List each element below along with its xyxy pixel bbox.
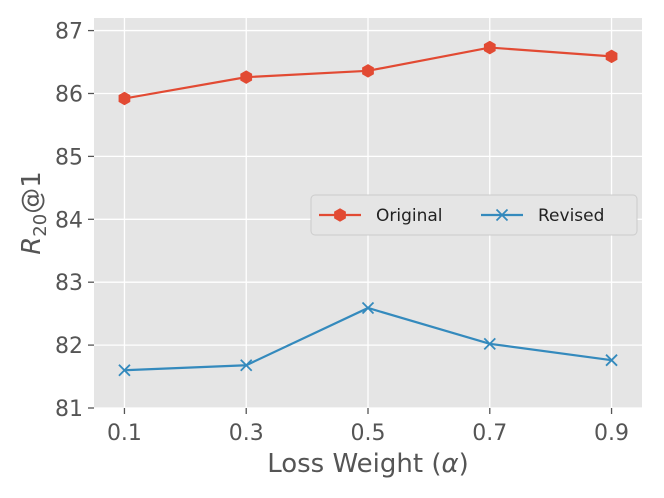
legend-box xyxy=(310,194,638,236)
x-axis-label: Loss Weight (α) xyxy=(267,449,469,479)
legend-label-revised: Revised xyxy=(538,206,604,226)
y-axis-label: R20@1 xyxy=(17,171,51,255)
series-layer xyxy=(118,40,618,377)
axis-ticks: 0.1 0.3 0.5 0.7 0.9 81 82 83 84 85 86 87 xyxy=(55,20,629,446)
y-tick-label: 83 xyxy=(55,271,83,296)
x-axis-label-alpha: α xyxy=(441,449,458,479)
legend-marker-original xyxy=(334,208,346,222)
legend: Original Revised xyxy=(310,194,638,236)
y-axis-label-r: R xyxy=(17,237,47,255)
data-point-original xyxy=(605,49,618,64)
legend-marker-revised xyxy=(495,208,509,222)
data-point-original xyxy=(362,64,374,78)
data-point-revised xyxy=(483,337,496,350)
y-tick-label: 82 xyxy=(55,334,83,359)
y-tick-label: 87 xyxy=(55,20,83,45)
x-tick-label: 0.5 xyxy=(351,421,386,446)
x-tick-label: 0.7 xyxy=(472,421,507,446)
y-axis-label-tail: @1 xyxy=(17,171,47,214)
data-point-revised xyxy=(361,301,375,315)
data-point-original xyxy=(240,70,253,84)
data-point-revised xyxy=(240,359,253,372)
y-tick-label: 86 xyxy=(55,82,83,107)
data-point-revised xyxy=(605,354,618,367)
x-axis-label-main: Loss Weight ( xyxy=(267,449,441,479)
data-point-original xyxy=(118,91,131,106)
x-axis-label-close: ) xyxy=(459,449,469,479)
legend-item-original: Original xyxy=(319,206,443,226)
y-axis-label-subscript: 20 xyxy=(30,214,51,237)
y-tick-label: 85 xyxy=(55,145,83,170)
data-point-revised xyxy=(118,364,131,377)
data-point-original xyxy=(483,40,496,55)
legend-label-original: Original xyxy=(376,206,443,226)
y-tick-label: 81 xyxy=(55,397,83,422)
series-original xyxy=(118,40,618,106)
x-tick-label: 0.1 xyxy=(107,421,142,446)
series-revised xyxy=(118,301,618,377)
y-tick-label: 84 xyxy=(55,208,83,233)
x-tick-label: 0.3 xyxy=(229,421,264,446)
legend-item-revised: Revised xyxy=(481,206,604,226)
x-tick-label: 0.9 xyxy=(594,421,629,446)
